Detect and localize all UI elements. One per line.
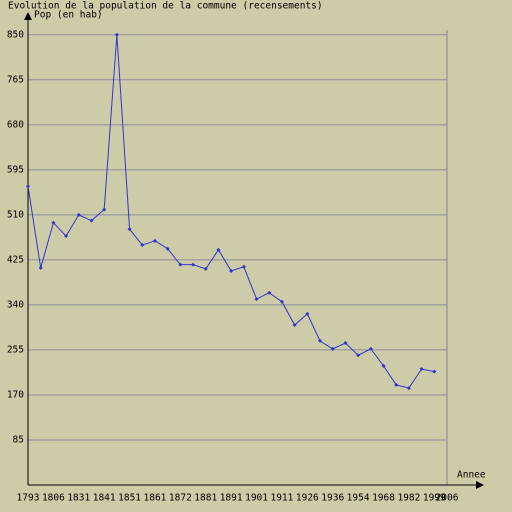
- data-point: [229, 269, 234, 274]
- x-tick-label: 2006: [436, 493, 459, 504]
- x-tick-label: 1968: [372, 493, 395, 504]
- y-tick-label: 595: [7, 164, 24, 175]
- y-tick-label: 170: [7, 389, 24, 400]
- x-tick-label: 1851: [118, 493, 141, 504]
- chart-title: Evolution de la population de la commune…: [8, 1, 323, 12]
- x-axis-label: Annee: [457, 470, 486, 481]
- y-tick-label: 680: [7, 119, 24, 130]
- data-point: [292, 323, 297, 328]
- data-point: [191, 262, 196, 267]
- x-tick-label: 1901: [245, 493, 268, 504]
- y-tick-label: 425: [7, 254, 24, 265]
- x-tick-label: 1841: [93, 493, 116, 504]
- x-tick-label: 1793: [17, 493, 40, 504]
- y-tick-label: 510: [7, 209, 24, 220]
- x-tick-label: 1911: [270, 493, 293, 504]
- x-tick-label: 1872: [169, 493, 192, 504]
- data-point: [76, 212, 81, 217]
- data-point: [203, 266, 208, 271]
- x-tick-label: 1831: [67, 493, 90, 504]
- y-tick-label: 340: [7, 299, 24, 310]
- data-point: [279, 299, 284, 304]
- data-point: [114, 32, 119, 37]
- x-tick-label: 1954: [347, 493, 370, 504]
- data-point: [254, 297, 259, 302]
- x-tick-label: 1982: [397, 493, 420, 504]
- x-tick-label: 1806: [42, 493, 65, 504]
- y-axis-label: Pop (en hab): [34, 10, 103, 21]
- y-tick-label: 255: [7, 344, 24, 355]
- data-point: [381, 363, 386, 368]
- x-tick-label: 1936: [321, 493, 344, 504]
- data-point: [51, 220, 56, 225]
- data-point: [38, 265, 43, 270]
- data-point: [165, 246, 170, 251]
- data-point: [26, 184, 30, 189]
- data-point: [152, 238, 157, 243]
- data-point: [64, 234, 69, 239]
- data-point: [356, 353, 361, 358]
- data-point: [318, 338, 323, 343]
- data-point: [267, 290, 272, 295]
- data-point: [368, 346, 373, 351]
- x-tick-label: 1999: [423, 493, 446, 504]
- data-point: [406, 386, 411, 391]
- data-point: [89, 218, 94, 223]
- y-tick-label: 85: [13, 434, 24, 445]
- data-point: [305, 311, 310, 316]
- y-tick-label: 850: [7, 29, 24, 40]
- data-point: [127, 227, 132, 232]
- data-point: [102, 207, 107, 212]
- data-point: [343, 341, 348, 346]
- y-tick-label: 765: [7, 74, 24, 85]
- data-point: [419, 366, 424, 371]
- data-point: [178, 262, 183, 267]
- x-tick-label: 1881: [194, 493, 217, 504]
- x-arrow: [476, 481, 484, 489]
- data-point: [432, 369, 437, 374]
- x-tick-label: 1861: [144, 493, 167, 504]
- data-point: [140, 243, 145, 248]
- data-point: [241, 264, 246, 269]
- y-arrow: [24, 12, 32, 20]
- x-tick-label: 1926: [296, 493, 319, 504]
- data-point: [216, 247, 221, 252]
- data-point: [394, 382, 399, 387]
- data-point: [330, 346, 335, 351]
- x-tick-label: 1891: [220, 493, 243, 504]
